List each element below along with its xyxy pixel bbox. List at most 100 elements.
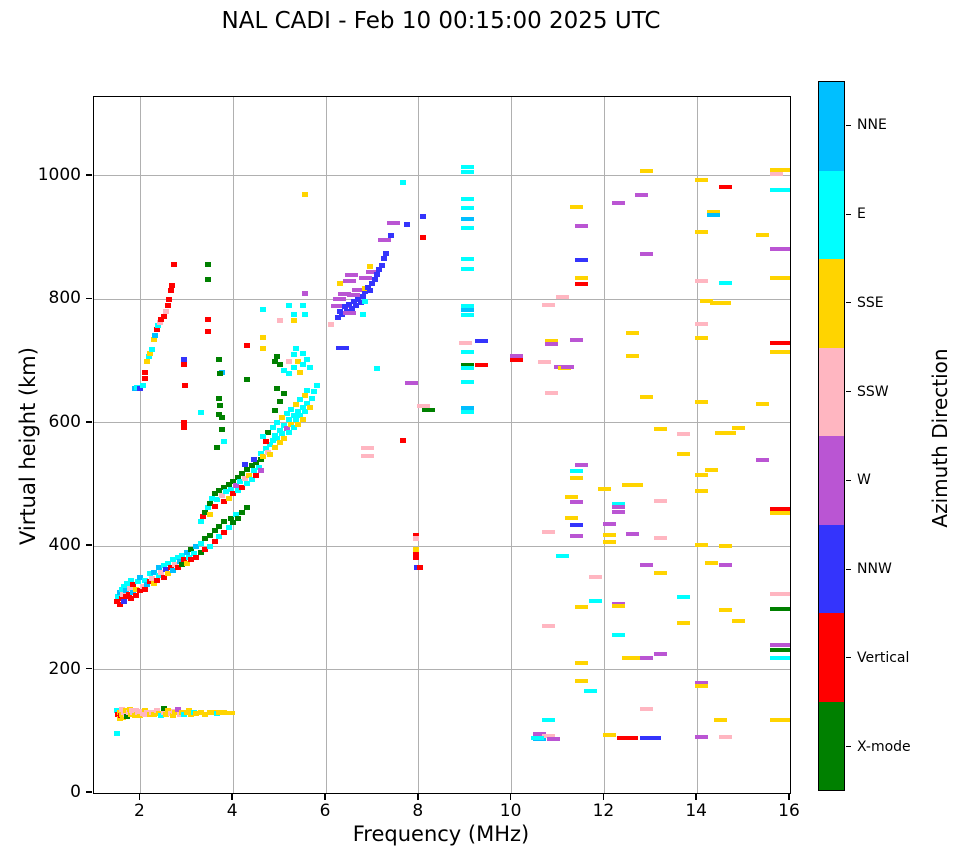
data-point [474,338,488,343]
data-point [295,421,302,427]
data-point [583,689,597,694]
data-point [461,164,475,169]
data-point [120,715,127,721]
data-point [271,407,278,413]
data-point [639,251,653,256]
data-point [297,412,304,418]
data-point [640,736,662,741]
data-point [302,392,309,398]
data-point [461,170,475,175]
data-point [169,568,176,574]
data-point [299,417,306,423]
data-point [227,515,234,521]
data-point [345,272,359,277]
data-point [130,581,137,587]
data-point [565,515,579,520]
colorbar [818,81,845,791]
data-point [283,411,290,417]
data-point [139,583,146,589]
data-point [230,520,237,526]
x-tick-mark [417,793,419,800]
data-point [574,281,588,286]
data-point [565,494,579,499]
data-point [218,415,225,421]
data-point [132,593,139,599]
data-point [602,733,616,737]
data-point [216,523,223,529]
data-point [260,345,267,351]
data-point [770,655,790,660]
data-point [244,480,251,486]
data-point [704,468,718,473]
data-point [121,583,128,589]
data-point [292,417,299,423]
data-point [258,451,265,457]
data-point [770,511,790,516]
data-point [234,474,241,480]
colorbar-label: Azimuth Direction [928,348,952,528]
y-tick-mark [85,421,92,423]
data-point [639,562,653,567]
data-point [306,364,313,370]
data-point [207,532,213,538]
data-point [311,389,318,395]
data-point [367,287,374,293]
data-point [542,623,556,628]
data-point [542,530,556,534]
data-point [405,381,419,386]
data-point [237,478,244,484]
data-point [171,262,178,268]
data-point [274,420,281,426]
data-point [234,488,241,494]
data-point [144,358,151,364]
colorbar-block-nne [819,82,844,171]
data-point [461,225,475,230]
data-point [333,297,347,302]
data-point [378,262,385,268]
data-point [151,711,158,717]
x-gridline [696,97,698,793]
data-point [269,425,276,431]
data-point [474,362,488,367]
colorbar-tick [846,568,851,570]
data-point [611,504,625,509]
data-point [276,361,283,367]
data-point [265,429,271,435]
y-gridline [94,545,790,547]
data-point [207,710,213,716]
data-point [570,468,584,473]
data-point [304,388,311,394]
data-point [248,477,255,483]
data-point [755,402,769,407]
data-point [260,433,267,439]
data-point [239,485,246,491]
x-gridline [603,97,605,793]
data-point [188,557,195,563]
data-point [574,605,588,610]
data-point [732,425,746,430]
data-point [216,395,223,401]
data-point [625,531,639,536]
data-point [770,607,790,612]
data-point [271,358,278,364]
data-point [336,309,343,315]
data-point [302,291,309,297]
data-point [653,652,667,657]
data-point [290,317,297,323]
data-point [172,710,179,716]
data-point [142,369,149,375]
data-point [653,570,667,575]
data-point [299,303,306,309]
data-point [225,525,232,531]
data-point [230,478,237,484]
data-point [160,705,167,711]
data-point [413,536,420,542]
data-point [532,732,546,737]
data-point [181,557,188,563]
x-tick-label: 2 [133,801,145,821]
data-point [334,315,341,321]
data-point [416,404,430,409]
data-point [621,655,643,660]
data-point [207,511,213,517]
data-point [611,633,625,638]
